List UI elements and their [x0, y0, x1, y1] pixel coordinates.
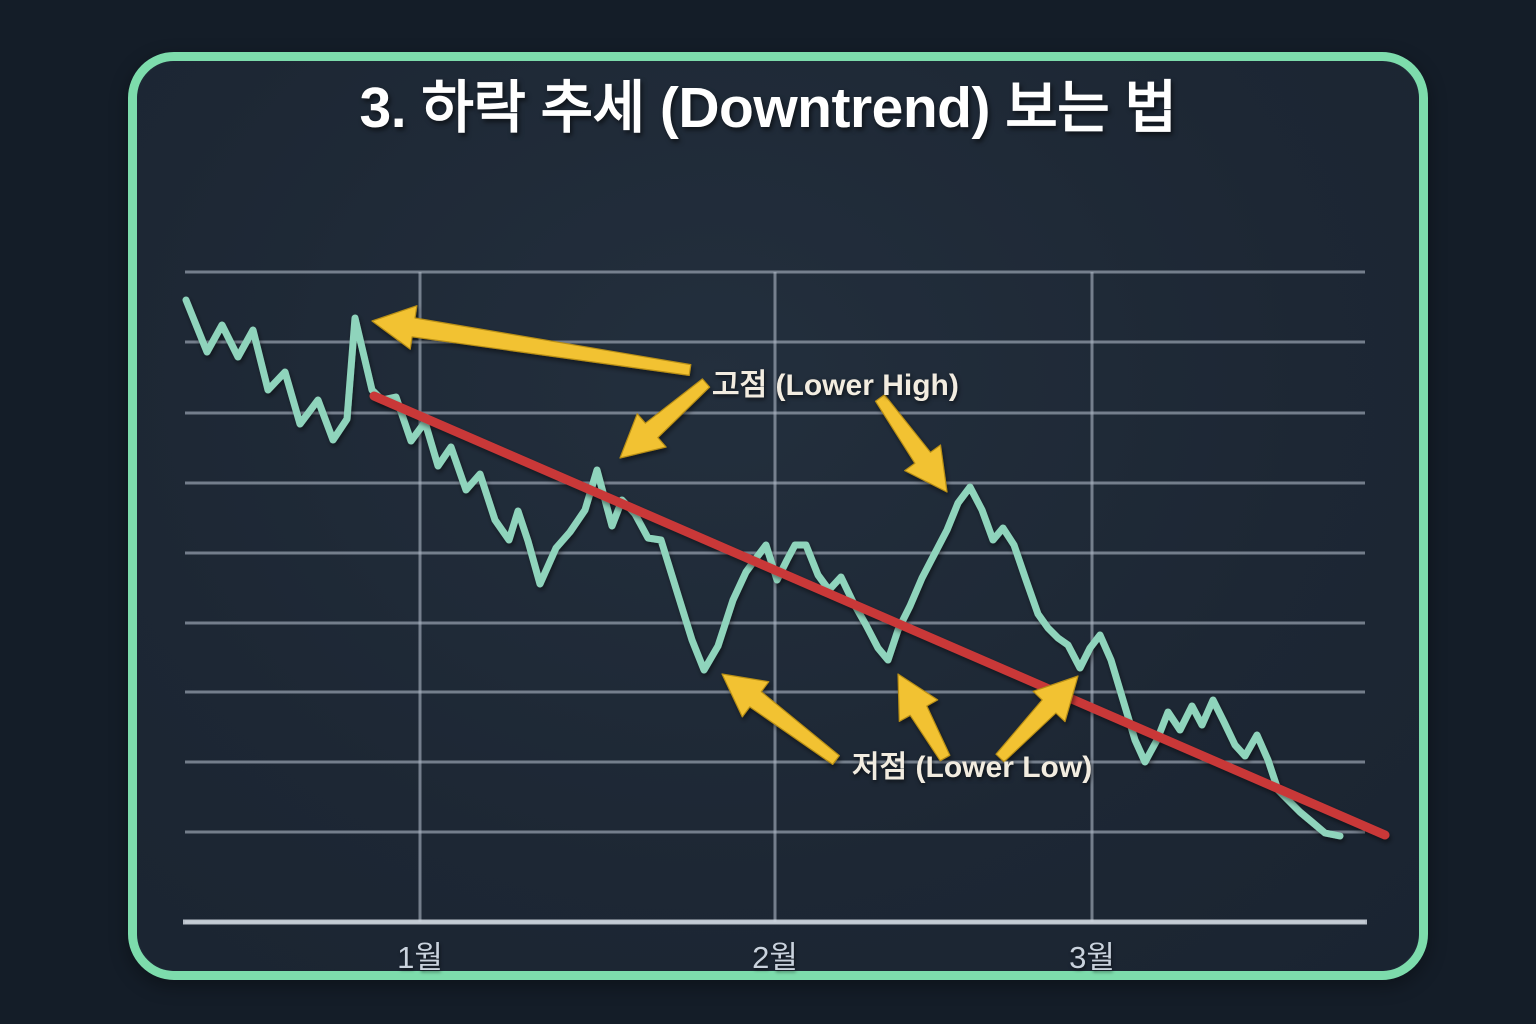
x-tick-label-0: 1월 — [397, 940, 443, 975]
page-title: 3. 하락 추세 (Downtrend) 보는 법 — [359, 76, 1177, 140]
x-tick-label-2: 3월 — [1069, 940, 1115, 975]
annotation-label-lower-high: 고점 (Lower High) — [712, 369, 959, 402]
annotation-label-lower-low: 저점 (Lower Low) — [852, 751, 1093, 784]
slide-card — [128, 52, 1428, 980]
slide-card-inner — [137, 61, 1419, 971]
x-tick-label-1: 2월 — [752, 940, 798, 975]
